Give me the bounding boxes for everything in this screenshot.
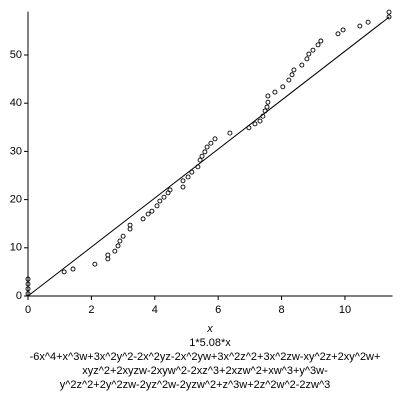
point	[92, 261, 98, 267]
point	[120, 233, 126, 239]
point	[335, 31, 341, 37]
y-tick-label: 50	[10, 49, 22, 61]
point	[61, 269, 67, 275]
point	[306, 51, 312, 57]
point	[280, 84, 286, 90]
point	[25, 276, 31, 282]
y-tick-label: 30	[10, 145, 22, 157]
point	[204, 144, 210, 150]
caption-line: -6x^4+x^3w+3x^2y^2-2x^2yz-2x^2yw+3x^2z^2…	[30, 351, 381, 363]
point	[257, 118, 263, 124]
point	[386, 14, 392, 20]
point	[185, 174, 191, 180]
point	[117, 238, 123, 244]
point	[310, 47, 316, 53]
x-tick-label: 8	[279, 304, 285, 316]
point	[127, 222, 133, 228]
point	[154, 203, 160, 209]
point	[289, 72, 295, 78]
x-tick-label: 4	[152, 304, 158, 316]
point	[180, 184, 186, 190]
point	[25, 281, 31, 287]
point	[70, 266, 76, 272]
point	[157, 198, 163, 204]
point	[304, 56, 310, 62]
line-label: 1*5.08*x	[189, 337, 231, 349]
point	[299, 62, 305, 68]
point	[265, 93, 271, 99]
point	[265, 99, 271, 105]
point	[115, 243, 121, 249]
point	[357, 23, 363, 29]
point	[167, 187, 173, 193]
point	[291, 67, 297, 73]
y-tick-label: 20	[10, 193, 22, 205]
point	[112, 248, 118, 254]
point	[140, 216, 146, 222]
point	[199, 153, 205, 159]
x-tick-label: 2	[88, 304, 94, 316]
point	[272, 89, 278, 95]
point	[340, 27, 346, 33]
x-tick-label: 0	[25, 304, 31, 316]
point	[25, 286, 31, 292]
x-tick-label: 10	[339, 304, 351, 316]
point	[227, 130, 233, 136]
x-tick-label: 6	[215, 304, 221, 316]
point	[189, 169, 195, 175]
point	[315, 42, 321, 48]
caption-line: y^2z^2+2y^2zw-2yz^2w-2yzw^2+z^3w+2z^2w^2…	[60, 379, 331, 391]
point	[208, 140, 214, 146]
point	[145, 211, 151, 217]
y-tick-label: 0	[16, 290, 22, 302]
point	[149, 208, 155, 214]
point	[318, 38, 324, 44]
point	[212, 136, 218, 142]
y-tick-label: 40	[10, 97, 22, 109]
point	[286, 77, 292, 83]
point	[161, 194, 167, 200]
point	[197, 157, 203, 163]
point	[365, 19, 371, 25]
point	[252, 121, 258, 127]
y-tick-label: 10	[10, 242, 22, 254]
x-axis-label: x	[206, 323, 213, 335]
point	[386, 9, 392, 15]
point	[180, 178, 186, 184]
point	[264, 104, 270, 110]
fit-line	[27, 16, 390, 297]
point	[202, 149, 208, 155]
caption-line: xyz^2+2xyzw-2xyw^2-2xz^3+2xzw^2+xw^3+y^3…	[82, 365, 328, 377]
point	[105, 252, 111, 258]
